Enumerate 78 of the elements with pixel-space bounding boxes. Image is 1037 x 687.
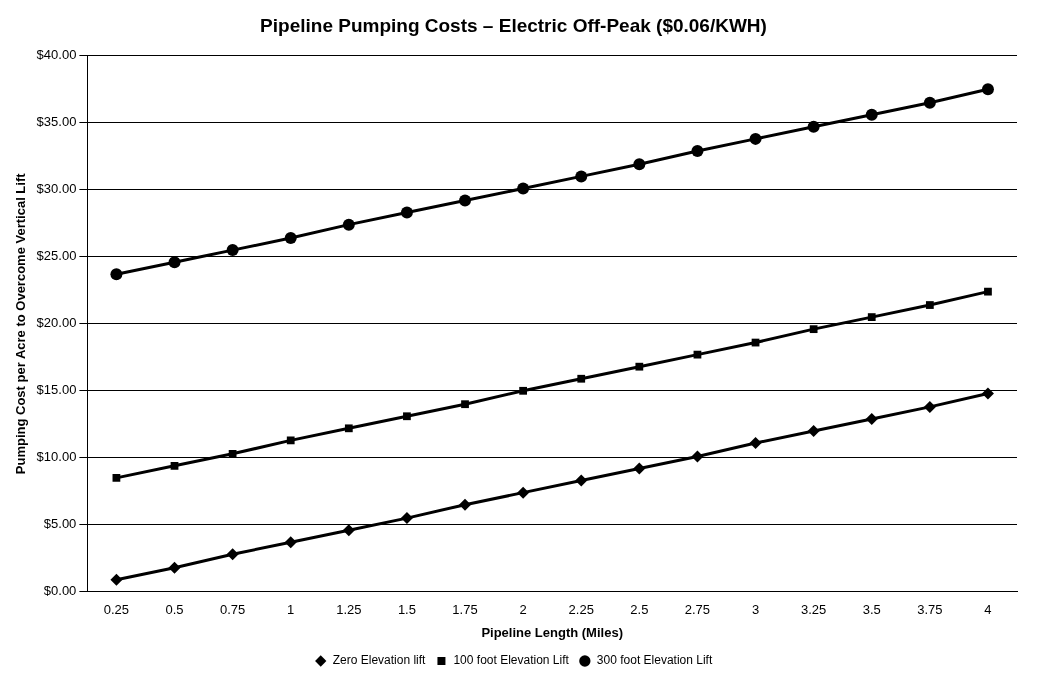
point	[517, 486, 530, 499]
y-tick-label: $0.00	[43, 583, 77, 599]
legend-label: 100 foot Elevation Lift	[453, 653, 570, 668]
point	[575, 474, 588, 487]
point	[984, 287, 992, 296]
x-tick-label: 1.25	[336, 602, 362, 618]
x-tick-label: 4	[984, 602, 992, 618]
point	[342, 524, 355, 537]
point	[923, 400, 936, 413]
point	[691, 144, 704, 157]
x-tick-label: 1.5	[397, 602, 416, 618]
y-tick-label: $35.00	[36, 114, 77, 130]
x-tick-label: 0.25	[103, 602, 130, 618]
point	[981, 387, 994, 400]
point	[925, 301, 934, 309]
point	[577, 374, 586, 383]
y-tick-label: $40.00	[36, 47, 77, 63]
point	[749, 132, 762, 145]
point	[400, 512, 413, 525]
y-tick-label: $15.00	[36, 382, 77, 398]
point	[228, 449, 237, 458]
point	[226, 244, 239, 257]
point	[110, 573, 123, 586]
point	[342, 218, 355, 231]
y-tick-label: $25.00	[36, 248, 77, 264]
point	[575, 170, 588, 183]
point	[865, 412, 878, 425]
x-tick-label: 2.75	[684, 602, 711, 618]
chart-title: Pipeline Pumping Costs – Electric Off-Peak ($0.06/KWH)	[260, 14, 767, 36]
point	[807, 120, 820, 133]
point	[635, 362, 644, 371]
point	[284, 536, 297, 549]
x-tick-label: 1.75	[452, 602, 478, 618]
x-tick-label: 3.75	[917, 602, 943, 618]
x-tick-label: 0.75	[219, 602, 246, 618]
x-tick-label: 2	[519, 602, 527, 618]
x-axis-title: Pipeline Length (Miles)	[481, 624, 623, 640]
point	[170, 461, 179, 470]
y-tick-label: $20.00	[36, 315, 77, 331]
point	[284, 232, 297, 245]
point	[693, 350, 702, 359]
point	[517, 182, 530, 195]
point	[226, 548, 239, 561]
y-tick-label: $10.00	[36, 449, 77, 465]
point	[807, 425, 820, 437]
point	[459, 194, 472, 207]
x-tick-label: 2.5	[630, 602, 649, 618]
x-tick-label: 3.25	[800, 602, 827, 618]
point	[749, 437, 762, 450]
point	[461, 400, 469, 409]
point	[168, 561, 181, 574]
point	[865, 108, 878, 121]
point	[110, 268, 123, 281]
legend-label: 300 foot Elevation Lift	[596, 653, 713, 668]
point	[168, 256, 181, 269]
y-tick-label: $30.00	[36, 181, 77, 197]
point	[867, 313, 876, 321]
x-tick-label: 2.25	[568, 602, 594, 618]
x-tick-label: 0.5	[165, 602, 184, 618]
point	[403, 412, 411, 421]
point	[400, 206, 413, 219]
x-tick-label: 1	[287, 602, 295, 618]
point	[691, 450, 704, 463]
x-tick-label: 3.5	[862, 602, 881, 618]
point	[981, 83, 994, 96]
point	[344, 424, 353, 433]
x-tick-label: 3	[751, 602, 760, 618]
point	[923, 96, 936, 109]
point	[633, 158, 646, 171]
point	[286, 436, 295, 445]
point	[459, 498, 472, 511]
point	[112, 474, 121, 482]
y-axis-title: Pumping Cost per Acre to Overcome Vertical Lift	[13, 172, 29, 475]
legend-label: Zero Elevation lift	[332, 653, 427, 668]
point	[519, 386, 528, 395]
y-tick-label: $5.00	[43, 516, 77, 532]
point	[809, 325, 818, 334]
point	[633, 462, 646, 475]
